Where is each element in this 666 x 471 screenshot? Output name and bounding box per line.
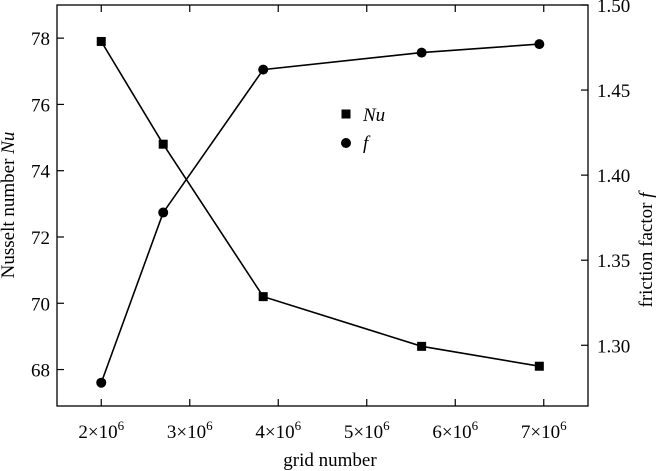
- x-tick-label: 6×106: [432, 418, 478, 443]
- x-tick-label-base: 6×10: [432, 422, 471, 443]
- data-point-f: [96, 377, 107, 388]
- right-y-axis-title-var: f: [636, 190, 657, 198]
- plot-frame: [56, 4, 589, 407]
- x-tick-label: 7×106: [521, 418, 567, 443]
- x-tick-label: 2×106: [78, 418, 124, 443]
- left-y-axis-title-text: Nusselt number: [0, 154, 19, 279]
- x-tick-label-exponent: 6: [472, 418, 479, 433]
- data-point-f: [258, 64, 269, 75]
- data-point-nu: [534, 361, 544, 371]
- right-y-axis-title: friction factor f: [636, 190, 657, 308]
- left-y-tick-label: 68: [31, 361, 50, 382]
- series-line-nu: [100, 41, 540, 367]
- right-y-tick-label: 1.35: [597, 251, 630, 272]
- right-y-axis-title-text: friction factor: [636, 198, 657, 308]
- left-y-tick-label: 70: [31, 294, 50, 315]
- series-layer: [96, 36, 545, 388]
- right-y-tick-label: 1.30: [597, 336, 630, 357]
- x-tick-label: 4×106: [255, 418, 301, 443]
- x-tick-label-base: 3×10: [167, 422, 206, 443]
- data-point-nu: [158, 139, 168, 149]
- legend-marker-nu: [341, 109, 351, 119]
- data-point-f: [416, 47, 427, 58]
- data-point-f: [158, 207, 169, 218]
- x-tick-label-base: 2×10: [78, 422, 117, 443]
- x-tick-label-exponent: 6: [118, 418, 125, 433]
- left-y-axis-title-var: Nu: [0, 132, 19, 155]
- data-point-nu: [417, 341, 427, 351]
- x-tick-label-exponent: 6: [206, 418, 213, 433]
- legend-label-nu: Nu: [362, 105, 385, 126]
- legend: Nu f: [341, 105, 385, 154]
- right-y-tick-label: 1.40: [597, 166, 630, 187]
- left-y-tick-label: 78: [31, 29, 50, 50]
- x-tick-label-base: 7×10: [521, 422, 560, 443]
- x-axis-ticks: 2×106 3×106 4×106 5×106 6×106 7×106: [78, 5, 567, 443]
- right-y-axis-ticks: 1.30 1.35 1.40 1.45 1.50: [581, 0, 630, 357]
- x-tick-label-exponent: 6: [295, 418, 302, 433]
- right-y-tick-label: 1.45: [597, 81, 630, 102]
- x-tick-label-exponent: 6: [560, 418, 567, 433]
- legend-label-f: f: [363, 133, 371, 154]
- left-y-tick-label: 72: [31, 228, 50, 249]
- left-y-axis-ticks: 68 70 72 74 76 78: [31, 29, 64, 382]
- x-tick-label: 3×106: [167, 418, 213, 443]
- x-tick-label: 5×106: [344, 418, 390, 443]
- x-tick-label-base: 5×10: [344, 422, 383, 443]
- left-y-axis-title: Nusselt number Nu: [0, 132, 19, 279]
- x-tick-label-exponent: 6: [383, 418, 390, 433]
- right-y-tick-label: 1.50: [597, 0, 630, 17]
- data-point-f: [534, 39, 545, 50]
- data-point-nu: [96, 36, 106, 46]
- data-point-nu: [258, 292, 268, 302]
- legend-marker-f: [341, 138, 351, 148]
- x-axis-title: grid number: [283, 450, 377, 471]
- left-y-tick-label: 74: [31, 162, 51, 183]
- x-tick-label-base: 4×10: [255, 422, 294, 443]
- left-y-tick-label: 76: [31, 95, 50, 116]
